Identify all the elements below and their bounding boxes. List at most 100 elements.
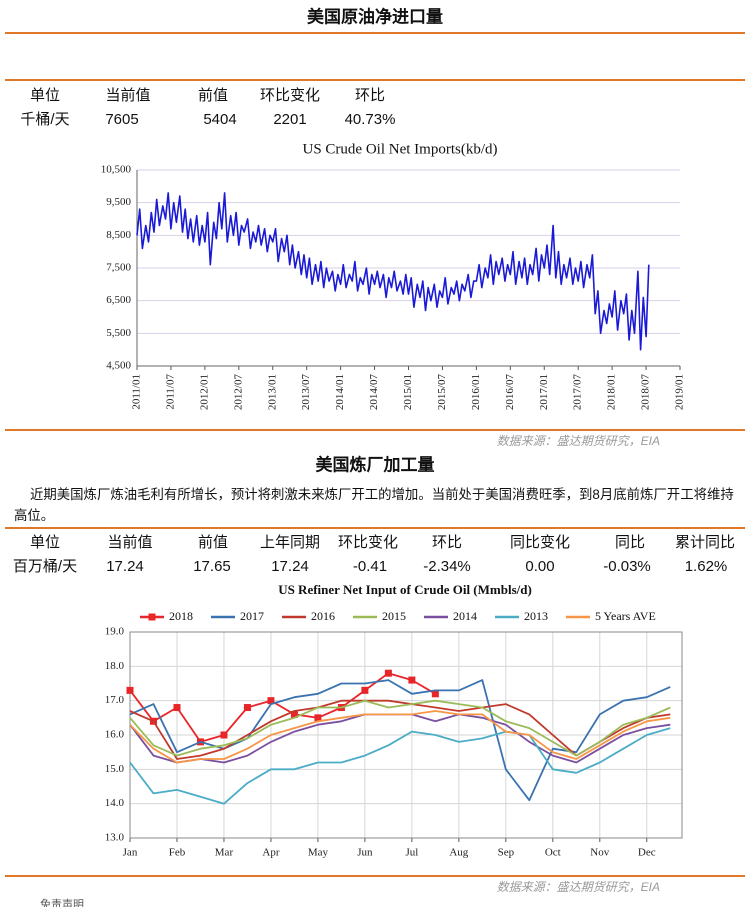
x-tick-label: Sep: [498, 847, 515, 859]
table-cell: 2201: [273, 111, 306, 128]
x-tick-label: 2017/01: [538, 374, 550, 410]
page-title: 美国原油净进口量: [307, 6, 443, 26]
series-line: [129, 727, 671, 805]
table-header: 上年同期: [260, 534, 320, 551]
plot-frame: [129, 631, 683, 839]
table-cell: -0.41: [353, 558, 387, 575]
marker: [126, 686, 134, 694]
footer: 免责声明: [40, 897, 84, 907]
source: 数据来源：盛达期货研究，EIA: [497, 880, 660, 894]
x-tick-label: Nov: [590, 847, 609, 859]
x-tick-label: 2015/07: [436, 374, 448, 411]
x-tick-label: Feb: [169, 847, 186, 859]
series-line: [136, 192, 650, 351]
x-tick-label: 2011/01: [131, 374, 143, 410]
series-line: [129, 710, 671, 764]
marker: [267, 697, 275, 705]
legend-label: 2014: [453, 609, 477, 623]
x-tick-label: Oct: [545, 847, 561, 859]
marker: [220, 731, 228, 739]
y-tick-label: 4,500: [106, 360, 131, 372]
marker: [243, 704, 251, 712]
x-tick-label: 2018/01: [606, 374, 618, 410]
x-tick-label: Dec: [638, 847, 656, 859]
marker: [173, 704, 181, 712]
x-tick-label: May: [308, 847, 329, 859]
y-tick-label: 10,500: [101, 164, 132, 176]
series-line: [129, 679, 671, 802]
paragraph: 近期美国炼厂炼油毛利有所增长，预计将刺激未来炼厂开工的增加。当前处于美国消费旺季…: [14, 487, 734, 523]
table-cell: 40.73%: [345, 111, 396, 128]
x-tick-label: 2016/01: [470, 374, 482, 410]
marker: [408, 676, 416, 684]
table-header: 前值: [198, 534, 228, 551]
source: 数据来源：盛达期货研究，EIA: [497, 434, 660, 448]
y-tick-label: 8,500: [106, 229, 131, 241]
table-header: 单位: [30, 534, 60, 551]
x-tick-label: Jan: [123, 847, 138, 859]
x-tick-label: 2014/07: [368, 374, 380, 411]
y-tick-label: 19.0: [105, 626, 125, 638]
y-tick-label: 17.0: [105, 694, 125, 706]
y-tick-label: 7,500: [106, 262, 131, 274]
legend-label: 2016: [311, 609, 335, 623]
marker: [431, 690, 439, 698]
y-tick-label: 14.0: [105, 797, 125, 809]
marker: [314, 714, 322, 722]
y-tick-label: 18.0: [105, 660, 125, 672]
marker: [384, 669, 392, 677]
legend-label: 5 Years AVE: [595, 609, 656, 623]
x-tick-label: 2016/07: [504, 374, 516, 411]
x-tick-label: 2012/07: [232, 374, 244, 411]
x-tick-label: 2019/01: [674, 374, 686, 410]
table-header: 同比: [615, 534, 645, 551]
legend-label: 2018: [169, 609, 193, 623]
marker: [361, 686, 369, 694]
x-tick-label: Jun: [357, 847, 373, 859]
y-tick-label: 6,500: [106, 294, 131, 306]
legend-label: 2015: [382, 609, 406, 623]
y-tick-label: 5,500: [106, 327, 131, 339]
legend-label: 2017: [240, 609, 264, 623]
table-cell: -2.34%: [423, 558, 471, 575]
legend-marker: [148, 613, 156, 621]
marker: [290, 710, 298, 718]
table-cell: 千桶/天: [20, 111, 69, 128]
y-tick-label: 13.0: [105, 832, 125, 844]
x-tick-label: Mar: [215, 847, 234, 859]
x-tick-label: Aug: [449, 847, 468, 859]
x-tick-label: 2011/07: [164, 374, 176, 410]
table-cell: 5404: [203, 111, 236, 128]
y-tick-label: 9,500: [106, 196, 131, 208]
table-cell: 17.24: [271, 558, 309, 575]
table-cell: 7605: [105, 111, 138, 128]
series-line: [129, 672, 436, 743]
table-header: 累计同比: [675, 534, 735, 551]
table-cell: 17.65: [193, 558, 231, 575]
x-tick-label: 2014/01: [334, 374, 346, 410]
x-tick-label: 2013/07: [300, 374, 312, 411]
table-cell: 17.24: [106, 558, 144, 575]
table-header: 单位: [30, 87, 60, 104]
y-tick-label: 16.0: [105, 729, 125, 741]
section-title: 美国炼厂加工量: [316, 454, 435, 474]
y-tick-label: 15.0: [105, 763, 125, 775]
chart-title: US Crude Oil Net Imports(kb/d): [303, 141, 498, 157]
x-tick-label: Jul: [405, 847, 418, 859]
x-tick-label: 2017/07: [572, 374, 584, 411]
table-cell: 1.62%: [685, 558, 728, 575]
table-header: 前值: [198, 87, 228, 104]
table-cell: -0.03%: [603, 558, 651, 575]
series-line: [129, 699, 671, 757]
table-header: 环比变化: [260, 87, 320, 104]
x-tick-label: 2013/01: [266, 374, 278, 410]
x-tick-label: 2015/01: [402, 374, 414, 410]
table-header: 同比变化: [510, 534, 570, 551]
table-header: 环比变化: [338, 534, 398, 551]
table-header: 当前值: [107, 534, 152, 551]
x-tick-label: 2012/01: [198, 374, 210, 410]
x-tick-label: 2018/07: [640, 374, 652, 411]
table-cell: 百万桶/天: [13, 558, 77, 575]
